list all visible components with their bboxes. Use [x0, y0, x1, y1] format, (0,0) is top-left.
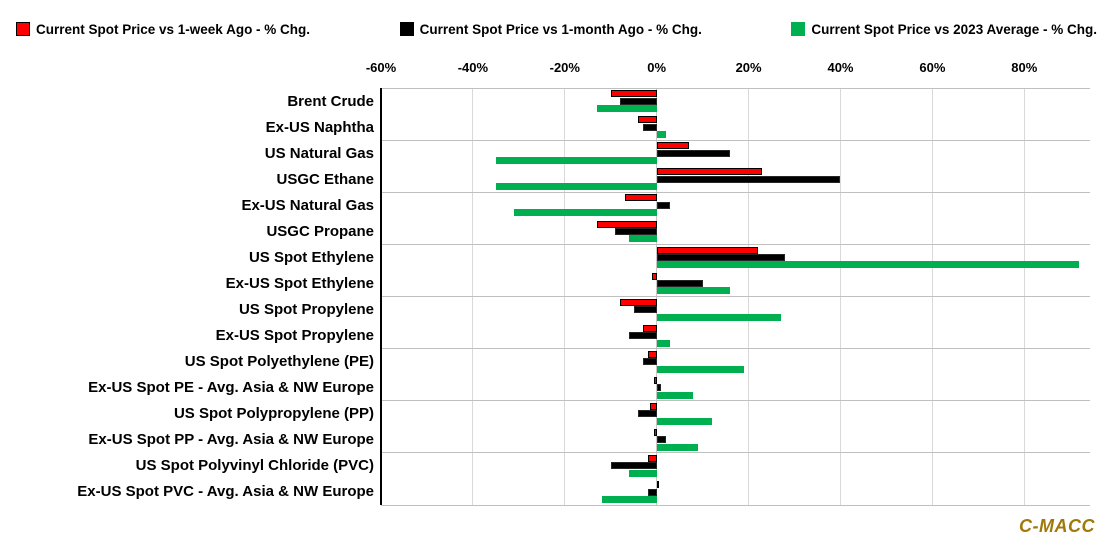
bar-series2-row9	[656, 339, 671, 347]
horizontal-gridline	[381, 139, 1090, 141]
category-label: Ex-US Natural Gas	[241, 196, 374, 214]
x-axis-tick-label: 20%	[735, 60, 762, 75]
bar-series1-row14	[610, 462, 657, 470]
category-label: US Spot Polyvinyl Chloride (PVC)	[135, 457, 374, 475]
bar-series2-row3	[495, 183, 657, 191]
bar-series0-row15	[656, 481, 659, 489]
category-label: USGC Propane	[266, 222, 374, 240]
category-label: Ex-US Spot Ethylene	[225, 274, 374, 292]
bar-series1-row0	[619, 97, 657, 105]
horizontal-gridline	[381, 348, 1090, 350]
bar-series0-row6	[656, 246, 758, 254]
legend-swatch-icon	[16, 22, 30, 36]
x-axis-tick-label: 80%	[1011, 60, 1038, 75]
horizontal-gridline	[381, 452, 1090, 454]
bar-series1-row8	[633, 306, 657, 314]
bar-series1-row3	[656, 175, 841, 183]
horizontal-gridline	[381, 243, 1090, 245]
bar-series0-row5	[596, 220, 657, 228]
bar-series2-row1	[656, 131, 666, 139]
bar-series2-row4	[514, 209, 657, 217]
bar-series0-row11	[654, 376, 657, 384]
legend-label: Current Spot Price vs 1-month Ago - % Ch…	[419, 21, 702, 37]
category-label: Ex-US Spot PE - Avg. Asia & NW Europe	[88, 379, 374, 397]
bar-series0-row0	[610, 90, 657, 98]
bar-series2-row0	[596, 105, 657, 112]
x-axis-tick-label: -40%	[457, 60, 489, 75]
category-label: USGC Ethane	[276, 170, 374, 188]
bar-series2-row6	[656, 261, 1080, 269]
bar-series0-row4	[624, 194, 657, 202]
legend-item-0: Current Spot Price vs 1-week Ago - % Chg…	[16, 22, 310, 37]
chart-legend: Current Spot Price vs 1-week Ago - % Chg…	[0, 16, 1113, 42]
category-label: Ex-US Spot PP - Avg. Asia & NW Europe	[88, 431, 374, 449]
horizontal-gridline	[381, 400, 1090, 402]
horizontal-gridline	[381, 191, 1090, 193]
bar-series0-row2	[656, 142, 689, 150]
horizontal-gridline	[381, 87, 1090, 89]
bar-series2-row13	[656, 443, 699, 451]
bar-series0-row7	[652, 272, 657, 280]
bar-series0-row12	[649, 402, 657, 410]
bar-series2-row10	[656, 365, 744, 373]
legend-swatch-icon	[791, 22, 806, 36]
bar-series2-row2	[495, 157, 657, 165]
legend-item-1: Current Spot Price vs 1-month Ago - % Ch…	[399, 21, 702, 37]
bar-series1-row5	[615, 227, 657, 235]
x-axis-tick-label: 60%	[919, 60, 946, 75]
bar-series0-row14	[647, 455, 657, 463]
legend-label: Current Spot Price vs 2023 Average - % C…	[811, 21, 1097, 37]
category-label: US Spot Polypropylene (PP)	[173, 405, 374, 423]
x-axis-tick-label: 0%	[647, 60, 667, 75]
x-axis-tick-label: -20%	[549, 60, 580, 75]
bar-series1-row6	[656, 253, 786, 261]
y-axis-line	[380, 88, 382, 505]
horizontal-gridline	[381, 296, 1090, 297]
bar-series1-row11	[656, 384, 662, 392]
category-label: US Spot Polyethylene (PE)	[184, 353, 374, 371]
bar-series1-row9	[629, 332, 657, 340]
bar-series2-row8	[656, 313, 781, 321]
bar-series0-row1	[638, 116, 657, 124]
bar-series1-row1	[642, 123, 657, 131]
bar-series2-row7	[656, 287, 731, 295]
bar-series1-row2	[656, 149, 731, 157]
bar-series1-row10	[642, 358, 657, 366]
bar-series2-row12	[656, 417, 712, 425]
bar-series0-row3	[656, 168, 763, 176]
category-label: Ex-US Naphtha	[265, 118, 374, 136]
bar-series2-row14	[629, 469, 657, 477]
bar-series2-row5	[629, 235, 657, 243]
bar-series1-row7	[656, 280, 703, 288]
bar-series2-row11	[656, 391, 694, 399]
legend-label: Current Spot Price vs 1-week Ago - % Chg…	[36, 21, 311, 37]
bar-series1-row4	[656, 201, 671, 209]
category-label: US Spot Propylene	[238, 301, 374, 319]
category-label: US Spot Ethylene	[248, 248, 374, 266]
category-label: Ex-US Spot PVC - Avg. Asia & NW Europe	[77, 483, 374, 501]
cmacc-logo: C-MACC	[1019, 516, 1095, 536]
bar-series0-row8	[619, 298, 657, 306]
bar-series0-row10	[647, 350, 657, 358]
x-axis-tick-label: -60%	[365, 60, 397, 75]
bar-series0-row9	[642, 324, 657, 332]
bar-series1-row13	[656, 436, 666, 444]
legend-swatch-icon	[399, 22, 414, 36]
horizontal-gridline	[381, 504, 1090, 506]
bar-series1-row12	[638, 410, 657, 418]
legend-item-2: Current Spot Price vs 2023 Average - % C…	[791, 22, 1097, 37]
bar-series2-row15	[601, 495, 657, 503]
bar-series0-row13	[654, 429, 657, 436]
category-label: Brent Crude	[287, 92, 374, 110]
category-label: US Natural Gas	[264, 144, 374, 162]
x-axis-tick-label: 40%	[827, 60, 854, 75]
category-label: Ex-US Spot Propylene	[215, 327, 374, 345]
bar-series1-row15	[647, 488, 657, 496]
